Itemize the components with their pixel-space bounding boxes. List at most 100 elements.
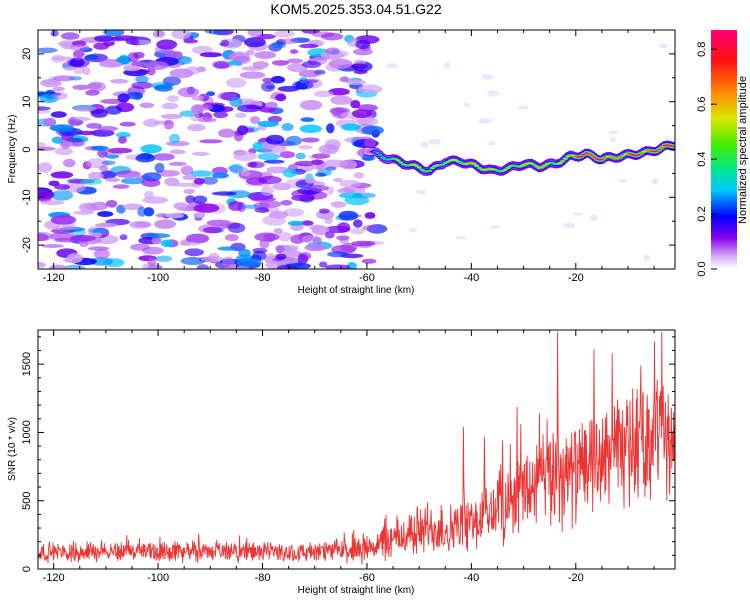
bottom-ytick-label: 1000 xyxy=(21,420,33,444)
bottom-xtick-label: -40 xyxy=(463,572,479,584)
noise-blob xyxy=(357,117,379,126)
signal-ridge-mark xyxy=(411,163,416,166)
noise-blob xyxy=(50,171,74,179)
noise-blob xyxy=(330,201,347,208)
noise-blob xyxy=(208,104,226,113)
noise-blob xyxy=(208,252,220,261)
top-xtick-label: -40 xyxy=(463,272,479,284)
signal-ridge-mark xyxy=(401,163,406,166)
signal-ridge-mark xyxy=(445,161,450,163)
noise-blob xyxy=(131,61,148,67)
noise-blob xyxy=(179,241,201,246)
signal-ridge-mark xyxy=(610,156,615,159)
noise-blob xyxy=(265,101,278,109)
noise-blob xyxy=(643,254,651,261)
noise-blob xyxy=(287,220,304,226)
noise-blob xyxy=(257,120,280,128)
colorbar: 0.0 0.2 0.4 0.6 0.8 Normalized spectral ampl… xyxy=(696,30,749,277)
noise-blob xyxy=(54,184,71,190)
noise-blob xyxy=(349,228,365,235)
noise-blob xyxy=(165,212,184,219)
bottom-ytick-label: 1500 xyxy=(21,352,33,376)
noise-blob xyxy=(328,88,350,96)
noise-blob xyxy=(66,253,84,264)
noise-blob xyxy=(146,233,171,239)
signal-ridge-mark xyxy=(545,163,550,165)
snr-line xyxy=(38,331,675,565)
noise-blob xyxy=(463,102,470,108)
noise-blob xyxy=(218,128,236,138)
noise-blob xyxy=(300,117,315,122)
noise-blob xyxy=(361,155,376,161)
noise-blob xyxy=(339,76,350,83)
noise-blob xyxy=(246,161,265,169)
noise-blob xyxy=(362,225,379,231)
noise-blob xyxy=(233,151,257,161)
noise-blob xyxy=(186,233,210,244)
noise-blob xyxy=(173,202,189,210)
noise-blob xyxy=(333,177,343,183)
noise-blob xyxy=(97,148,108,158)
noise-blob xyxy=(114,170,141,178)
noise-blob xyxy=(487,141,496,146)
noise-blob xyxy=(244,37,266,48)
top-ytick-label: 0 xyxy=(21,146,33,152)
signal-ridge-mark xyxy=(500,170,505,172)
noise-blob xyxy=(350,100,361,109)
noise-blob xyxy=(193,212,206,219)
bottom-xlabel: Height of straight line (km) xyxy=(298,585,415,596)
signal-ridge-mark xyxy=(492,168,497,171)
noise-blob xyxy=(140,144,163,154)
noise-blob xyxy=(299,43,319,49)
noise-blob xyxy=(85,123,103,129)
noise-blob xyxy=(275,245,285,254)
noise-blob xyxy=(163,119,175,130)
noise-blob xyxy=(295,152,306,160)
top-ylabel: Frequency (Hz) xyxy=(7,115,18,184)
noise-blob xyxy=(123,203,144,210)
noise-blob xyxy=(301,235,323,244)
noise-blob xyxy=(38,142,47,147)
noise-blob xyxy=(314,172,327,177)
signal-ridge-mark xyxy=(375,151,380,154)
noise-blob xyxy=(190,111,200,122)
noise-blob xyxy=(290,49,299,54)
noise-blob xyxy=(213,61,230,69)
noise-blob xyxy=(217,91,238,101)
noise-blob xyxy=(321,32,344,41)
noise-blob xyxy=(54,147,74,156)
noise-blob xyxy=(54,237,77,243)
noise-blob xyxy=(290,234,305,244)
signal-ridge-mark xyxy=(586,152,591,155)
top-ytick-label: 10 xyxy=(21,96,33,108)
noise-blob xyxy=(91,231,102,238)
noise-blob xyxy=(355,39,371,50)
noise-blob xyxy=(197,117,217,123)
signal-ridge-mark xyxy=(620,154,625,157)
noise-blob xyxy=(183,188,196,195)
noise-blob xyxy=(283,208,305,217)
noise-blob xyxy=(169,133,180,144)
noise-blob xyxy=(85,89,100,96)
noise-blob xyxy=(135,154,156,163)
noise-blob xyxy=(260,185,274,196)
noise-blob xyxy=(311,153,331,159)
noise-blob xyxy=(272,60,289,66)
noise-blob xyxy=(154,219,177,229)
noise-blob xyxy=(562,222,575,229)
signal-ridge-mark xyxy=(571,155,576,157)
noise-blob xyxy=(183,39,199,44)
signal-ridge-mark xyxy=(378,154,382,156)
noise-blob xyxy=(130,39,140,45)
noise-blob xyxy=(658,42,668,49)
noise-blob xyxy=(285,135,302,146)
noise-blob xyxy=(286,58,304,64)
signal-ridge-mark xyxy=(639,152,644,155)
noise-blob xyxy=(319,261,328,268)
noise-blob xyxy=(261,81,276,92)
signal-ridge-mark xyxy=(594,158,599,160)
top-ytick-label: -10 xyxy=(21,189,33,205)
noise-blob xyxy=(294,160,317,167)
noise-blob xyxy=(618,178,628,183)
signal-ridge-mark xyxy=(380,156,385,159)
